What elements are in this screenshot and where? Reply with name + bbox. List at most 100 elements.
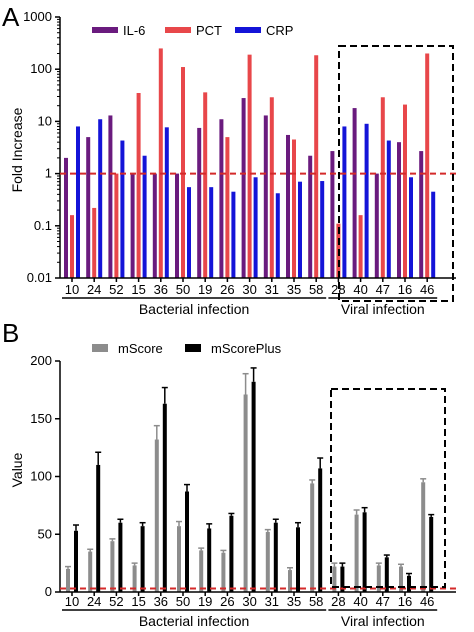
- panel-b-bar-mscoreplus: [118, 522, 123, 592]
- panel-b-bar-mscore: [221, 552, 226, 592]
- panel-a-bar-crp: [120, 140, 125, 278]
- panel-b-x-tick-label: 50: [176, 594, 190, 609]
- panel-a-bar-pct: [225, 137, 230, 278]
- panel-b-bar-mscoreplus: [140, 526, 145, 592]
- panel-b-xaxis: 10 24 52 15 36 50 19 26 30 31 35 58 28 40 47 16 46: [60, 591, 456, 611]
- panel-a-bar-il-6: [352, 108, 357, 279]
- panel-b-bar-mscoreplus: [362, 512, 367, 592]
- panel-b-x-tick-label: 46: [420, 594, 434, 609]
- panel-b-bar-mscore: [421, 482, 426, 592]
- panel-a-bar-il-6: [308, 155, 313, 278]
- panel-b-bar-mscore: [199, 550, 204, 592]
- panel-a-label: A: [2, 2, 20, 32]
- panel-a-bar-crp: [164, 127, 169, 278]
- panel-a-bar-crp: [409, 177, 413, 278]
- panel-a-bar-il-6: [197, 127, 202, 278]
- panel-b-bar-mscoreplus: [296, 527, 300, 592]
- panel-b-y-axis-label: Value: [9, 452, 25, 487]
- panel-a-bar-il-6: [241, 98, 246, 278]
- panel-b-x-tick-label: 40: [353, 594, 367, 609]
- panel-a-bar-pct: [181, 67, 185, 278]
- panel-a-bar-il-6: [108, 115, 113, 279]
- panel-b-x-tick-label: 31: [265, 594, 279, 609]
- panel-b-x-tick-label: 24: [87, 594, 101, 609]
- panel-a-bars: [64, 48, 436, 279]
- panel-a-legend: IL-6 PCT CRP: [92, 23, 293, 38]
- panel-a-legend-swatch: [165, 27, 191, 33]
- panel-a-bar-crp: [386, 140, 391, 278]
- panel-b-group-viral-label: Viral infection: [341, 613, 425, 629]
- panel-a-bar-il-6: [286, 134, 290, 278]
- panel-b-bar-mscoreplus: [429, 516, 434, 592]
- panel-a-bar-pct: [92, 207, 97, 278]
- panel-b-bar-mscore: [66, 568, 70, 592]
- panel-a-bar-crp: [142, 155, 147, 278]
- panel-a-bar-il-6: [130, 173, 135, 278]
- panel-a-bar-il-6: [86, 137, 91, 278]
- panel-a-x-tick-label: 47: [376, 282, 390, 297]
- panel-b-bar-mscoreplus: [318, 468, 323, 592]
- panel-a-bar-crp: [320, 181, 325, 278]
- panel-b-legend-label: mScorePlus: [211, 341, 282, 356]
- panel-a-bar-crp: [253, 177, 258, 278]
- panel-a-xaxis: 10 24 52 15 36 50 19 26 30 31 35 58 28 40 47 16 46: [60, 277, 456, 299]
- panel-b-group-bacterial-label: Bacterial infection: [139, 613, 250, 629]
- panel-b-bar-mscoreplus: [384, 557, 389, 592]
- panel-b-bar-mscoreplus: [273, 522, 278, 592]
- panel-a-bar-pct: [203, 92, 208, 278]
- panel-a-bar-il-6: [175, 173, 179, 278]
- panel-b-bar-mscoreplus: [74, 530, 78, 592]
- panel-a-x-tick-label: 30: [242, 282, 256, 297]
- panel-b-legend-swatch: [92, 344, 108, 352]
- panel-b-x-tick-label: 16: [398, 594, 412, 609]
- panel-a-y-tick-label: 100: [30, 61, 52, 76]
- panel-a-bar-pct: [425, 53, 430, 278]
- panel-b-bar-mscore: [110, 541, 115, 592]
- panel-a-group-viral-label: Viral infection: [341, 301, 425, 317]
- panel-a-bar-il-6: [419, 151, 424, 278]
- panel-a-legend-label: PCT: [196, 23, 222, 38]
- panel-b-x-tick-label: 52: [109, 594, 123, 609]
- panel-b-x-tick-label: 35: [287, 594, 301, 609]
- panel-b-x-tick-label: 58: [309, 594, 323, 609]
- panel-a-y-tick-label: 0.1: [34, 218, 52, 233]
- panel-b-x-tick-label: 15: [131, 594, 145, 609]
- panel-a-legend-label: CRP: [266, 23, 293, 38]
- panel-b-x-tick-label: 10: [65, 594, 79, 609]
- panel-b-label: B: [2, 318, 19, 348]
- panel-a-bar-crp: [209, 187, 214, 278]
- panel-a-bar-crp: [187, 187, 191, 278]
- panel-a-legend-swatch: [235, 27, 261, 33]
- panel-b-bar-mscore: [154, 439, 159, 592]
- panel-a-bar-il-6: [219, 119, 224, 278]
- panel-b-bar-mscore: [332, 566, 337, 592]
- panel-b-yaxis: 0 50 100 150 200: [30, 353, 61, 599]
- panel-b-bar-mscore: [399, 566, 403, 592]
- panel-a-bar-crp: [342, 126, 347, 278]
- panel-a-bar-pct: [114, 173, 119, 278]
- panel-a-group-bacterial-label: Bacterial infection: [139, 301, 250, 317]
- panel-b-bar-mscoreplus: [407, 575, 411, 592]
- panel-a-x-tick-label: 58: [309, 282, 323, 297]
- panel-b-bar-mscore: [243, 394, 248, 592]
- panel-a-y-axis-label: Fold Increase: [9, 107, 25, 192]
- panel-a-x-tick-label: 19: [198, 282, 212, 297]
- panel-b-y-tick-label: 200: [30, 353, 52, 368]
- panel-a-yaxis: 0.01 0.1 1 10 100 1000: [23, 9, 61, 285]
- panel-b-bar-mscore: [288, 570, 292, 592]
- panel-a-bar-crp: [76, 126, 80, 278]
- panel-b-x-tick-label: 26: [220, 594, 234, 609]
- panel-a-bar-il-6: [263, 115, 268, 279]
- panel-b-y-tick-label: 0: [45, 584, 52, 599]
- panel-a-x-tick-label: 15: [131, 282, 145, 297]
- panel-a-x-tick-label: 36: [154, 282, 168, 297]
- panel-a-bar-il-6: [152, 173, 157, 278]
- panel-a-x-tick-label: 50: [176, 282, 190, 297]
- panel-a-bar-crp: [275, 193, 280, 278]
- panel-a-x-tick-label: 31: [265, 282, 279, 297]
- panel-b-bar-mscore: [132, 565, 137, 592]
- panel-a-bar-pct: [314, 55, 319, 279]
- panel-b-x-tick-label: 36: [154, 594, 168, 609]
- panel-a-bar-pct: [247, 54, 252, 278]
- panel-b-bar-mscore: [310, 483, 315, 592]
